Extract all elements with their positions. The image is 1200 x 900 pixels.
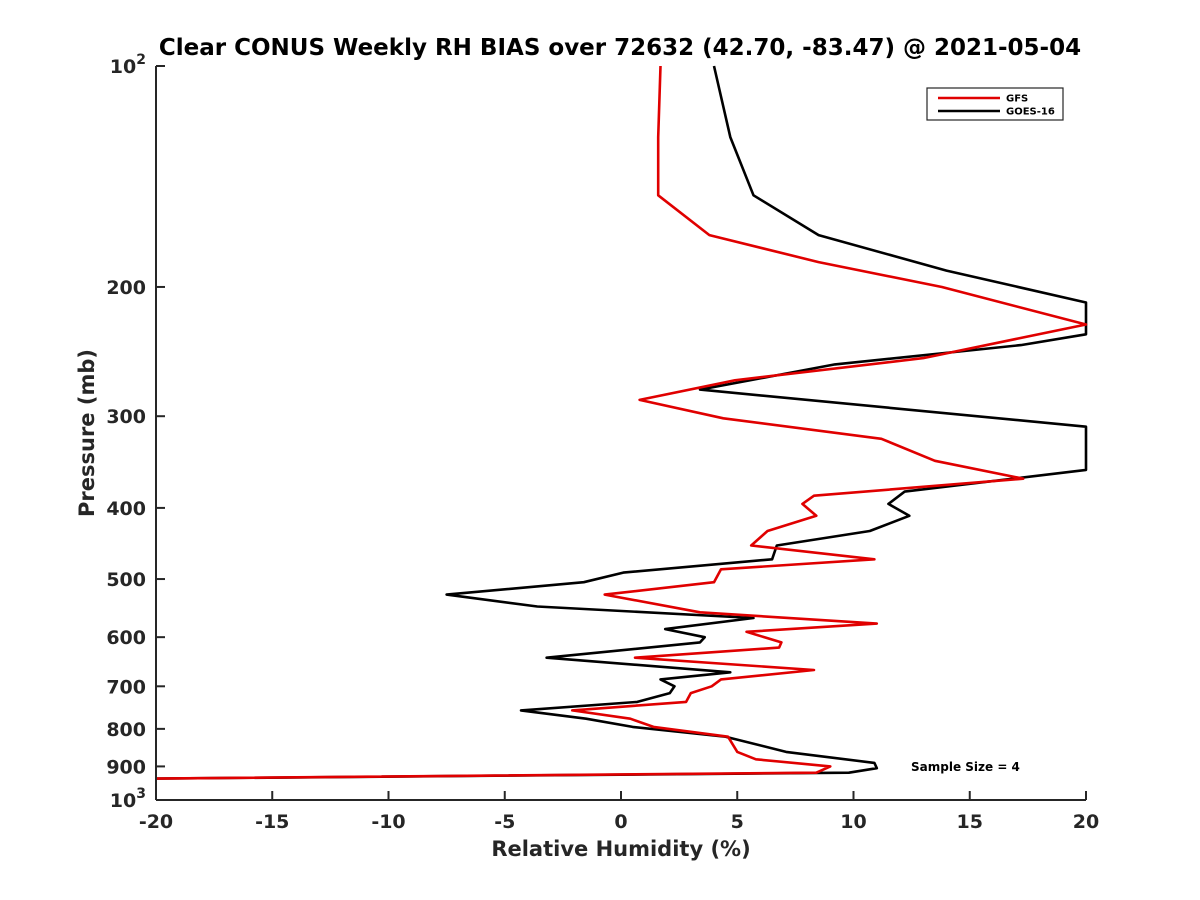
y-tick-label: 103 — [110, 786, 146, 812]
x-axis-label: Relative Humidity (%) — [491, 837, 750, 861]
legend-label-goes16: GOES-16 — [1006, 107, 1055, 118]
series-line-goes16 — [155, 65, 1088, 780]
y-tick-label: 300 — [106, 406, 146, 428]
chart-title: Clear CONUS Weekly RH BIAS over 72632 (4… — [159, 35, 1081, 61]
y-axis-label: Pressure (mb) — [75, 349, 99, 517]
x-tick-label: -15 — [255, 811, 289, 833]
series-line-gfs — [155, 65, 1088, 780]
legend-box — [926, 87, 1064, 121]
x-tick-label: 5 — [731, 811, 744, 833]
x-tick-label: -10 — [371, 811, 405, 833]
y-tick-label: 600 — [106, 627, 146, 649]
x-tick-label: 20 — [1073, 811, 1099, 833]
y-tick-label: 700 — [106, 676, 146, 698]
y-tick-label: 200 — [106, 277, 146, 299]
y-tick-label: 102 — [110, 52, 146, 78]
x-tick-label: 0 — [614, 811, 627, 833]
x-ticks: -20 -15 -10 -5 0 5 10 15 20 — [139, 791, 1099, 833]
y-ticks: 102 200 300 400 500 600 700 800 900 103 — [106, 52, 165, 812]
y-tick-label: 500 — [106, 569, 146, 591]
x-tick-label: -20 — [139, 811, 173, 833]
x-tick-label: -5 — [494, 811, 515, 833]
legend[interactable]: GFS GOES-16 — [926, 87, 1064, 121]
legend-label-gfs: GFS — [1006, 94, 1028, 105]
axes-layer — [155, 66, 1086, 801]
y-tick-label: 400 — [106, 498, 146, 520]
y-tick-label: 900 — [106, 756, 146, 778]
series-layer — [155, 65, 1088, 780]
sample-size-annotation: Sample Size = 4 — [911, 760, 1020, 774]
y-tick-label: 800 — [106, 719, 146, 741]
x-tick-label: 10 — [840, 811, 866, 833]
x-tick-label: 15 — [957, 811, 983, 833]
